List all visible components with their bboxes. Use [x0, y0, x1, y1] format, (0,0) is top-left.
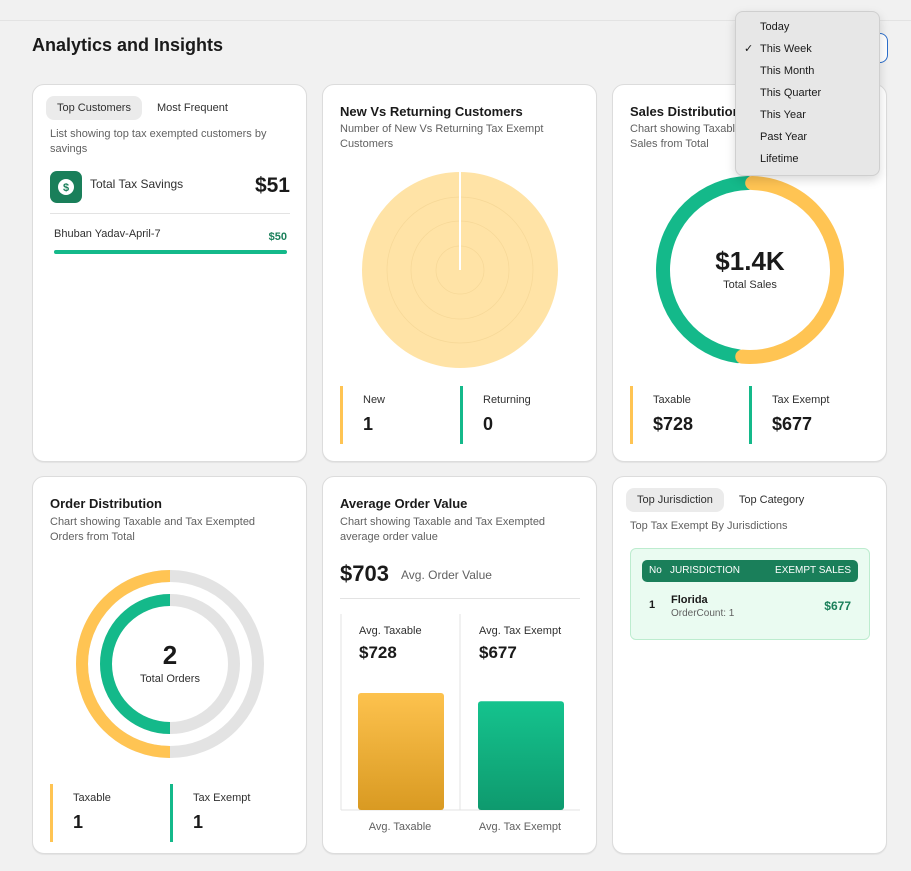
- table-row[interactable]: 1 Florida OrderCount: 1 $677: [642, 593, 858, 623]
- svg-text:$: $: [63, 182, 69, 194]
- total-savings-value: $51: [254, 174, 290, 197]
- page-title: Analytics and Insights: [32, 35, 224, 55]
- tab-top-jurisdiction[interactable]: Top Jurisdiction: [626, 488, 724, 512]
- jurisdiction-card: Top Jurisdiction Top Category Top Tax Ex…: [612, 476, 887, 854]
- donut-ring-tax-exempt: [100, 594, 171, 734]
- avg-order-value-label: Avg. Order Value: [401, 568, 492, 582]
- bar-stat-value: $728: [359, 643, 397, 662]
- menu-item[interactable]: This Month: [736, 60, 879, 82]
- row-jurisdiction-name: Florida: [671, 594, 708, 606]
- menu-item-label: This Month: [760, 65, 815, 77]
- menu-item-label: This Quarter: [760, 87, 822, 99]
- x-tick-label: Avg. Tax Exempt: [479, 821, 561, 833]
- taxable-stat: Taxable $728: [630, 386, 740, 444]
- card-description: Top Tax Exempt By Jurisdictions: [630, 520, 788, 532]
- row-no: 1: [649, 599, 656, 611]
- donut-center-label: Total Orders: [140, 673, 200, 685]
- new-vs-returning-card: New Vs Returning Customers Number of New…: [322, 84, 597, 462]
- row-order-count: OrderCount: 1: [671, 608, 735, 619]
- tab-most-frequent[interactable]: Most Frequent: [156, 102, 228, 114]
- top-customers-card: Top Customers Most Frequent List showing…: [32, 84, 307, 462]
- stat-value: 1: [193, 812, 204, 832]
- tax-exempt-stat: Tax Exempt $677: [749, 386, 859, 444]
- divider: [340, 598, 580, 599]
- card-description: Chart showing Taxable and Tax Exempted O…: [50, 516, 256, 543]
- header-exempt-sales: EXEMPT SALES: [775, 565, 851, 576]
- stat-label: Tax Exempt: [193, 792, 251, 804]
- donut-center-label: Total Sales: [723, 279, 777, 291]
- menu-item[interactable]: ✓ This Week: [736, 38, 879, 60]
- menu-item-label: This Week: [760, 43, 812, 55]
- taxable-stat: Taxable 1: [50, 784, 160, 842]
- savings-bar-track: [54, 250, 287, 254]
- dollar-icon: $: [50, 171, 82, 203]
- divider: [50, 213, 290, 214]
- donut-center-value: $1.4K: [715, 246, 785, 276]
- checkmark-icon: ✓: [744, 43, 754, 55]
- returning-stat: Returning 0: [460, 386, 570, 444]
- row-exempt-sales: $677: [824, 599, 851, 613]
- menu-item[interactable]: This Year: [736, 104, 879, 126]
- tax-exempt-stat: Tax Exempt 1: [170, 784, 280, 842]
- menu-item-label: Past Year: [760, 131, 808, 143]
- customer-name: Bhuban Yadav-April-7: [54, 228, 161, 240]
- stat-value: $728: [653, 414, 694, 434]
- stat-value: 1: [73, 812, 84, 832]
- header-jurisdiction: JURISDICTION: [670, 565, 740, 576]
- jurisdiction-tabs: Top Jurisdiction Top Category: [626, 488, 815, 512]
- stat-label: Taxable: [653, 394, 691, 406]
- jurisdiction-table: No JURISDICTION EXEMPT SALES 1 Florida O…: [630, 548, 870, 640]
- avg-order-value: $703: [340, 561, 389, 586]
- order-donut-chart: 2 Total Orders: [76, 570, 264, 758]
- stat-label: New: [363, 394, 386, 406]
- stat-value: 1: [363, 414, 374, 434]
- card-title: Average Order Value: [340, 496, 468, 511]
- customer-amount: $50: [268, 231, 287, 243]
- donut-segment-tax-exempt: [656, 176, 755, 364]
- tab-top-customers[interactable]: Top Customers: [46, 96, 142, 120]
- bar-avg-taxable: [358, 693, 444, 810]
- x-tick-label: Avg. Taxable: [369, 821, 432, 833]
- menu-item-label: Today: [760, 21, 790, 33]
- period-dropdown-menu: Today ✓ This Week This Month This Quarter Thi…: [735, 11, 880, 176]
- top-divider: [0, 20, 911, 21]
- menu-item[interactable]: Lifetime: [736, 148, 879, 170]
- menu-item-label: This Year: [760, 109, 806, 121]
- card-description: List showing top tax exempted customers …: [50, 128, 267, 155]
- stat-label: Tax Exempt: [772, 394, 830, 406]
- card-title: Sales Distribution: [630, 104, 741, 119]
- table-header: No JURISDICTION EXEMPT SALES: [642, 560, 858, 582]
- sales-donut-chart: $1.4K Total Sales: [656, 176, 844, 364]
- menu-item[interactable]: Today: [736, 16, 879, 38]
- card-title: New Vs Returning Customers: [340, 104, 523, 119]
- average-order-card: Average Order Value Chart showing Taxabl…: [322, 476, 597, 854]
- bar-stat-value: $677: [479, 643, 517, 662]
- bar-stat-label: Avg. Tax Exempt: [479, 625, 561, 637]
- customer-tabs: Top Customers Most Frequent: [46, 96, 239, 120]
- new-returning-pie-chart: [362, 172, 558, 368]
- bar-stat-label: Avg. Taxable: [359, 625, 422, 637]
- header-no: No: [649, 565, 662, 576]
- menu-item[interactable]: This Quarter: [736, 82, 879, 104]
- total-savings-label: Total Tax Savings: [90, 177, 184, 191]
- card-title: Order Distribution: [50, 496, 162, 511]
- menu-item-label: Lifetime: [760, 153, 799, 165]
- tab-top-category[interactable]: Top Category: [738, 494, 805, 506]
- donut-ring-taxable: [76, 570, 171, 758]
- donut-center-value: 2: [163, 640, 177, 670]
- menu-item[interactable]: Past Year: [736, 126, 879, 148]
- stat-label: Taxable: [73, 792, 111, 804]
- bar-avg-tax-exempt: [478, 701, 564, 810]
- order-distribution-card: Order Distribution Chart showing Taxable…: [32, 476, 307, 854]
- stat-value: 0: [483, 414, 494, 434]
- stat-value: $677: [772, 414, 813, 434]
- savings-bar-fill: [54, 250, 287, 254]
- stat-label: Returning: [483, 394, 531, 406]
- card-description: Chart showing Taxable and Tax Exempted a…: [340, 516, 546, 543]
- donut-segment-taxable: [735, 176, 844, 364]
- avg-order-bar-chart: Avg. Taxable $728 Avg. Tax Exempt $677 A…: [340, 614, 580, 833]
- card-description: Number of New Vs Returning Tax Exempt Cu…: [340, 123, 544, 150]
- new-stat: New 1: [340, 386, 450, 444]
